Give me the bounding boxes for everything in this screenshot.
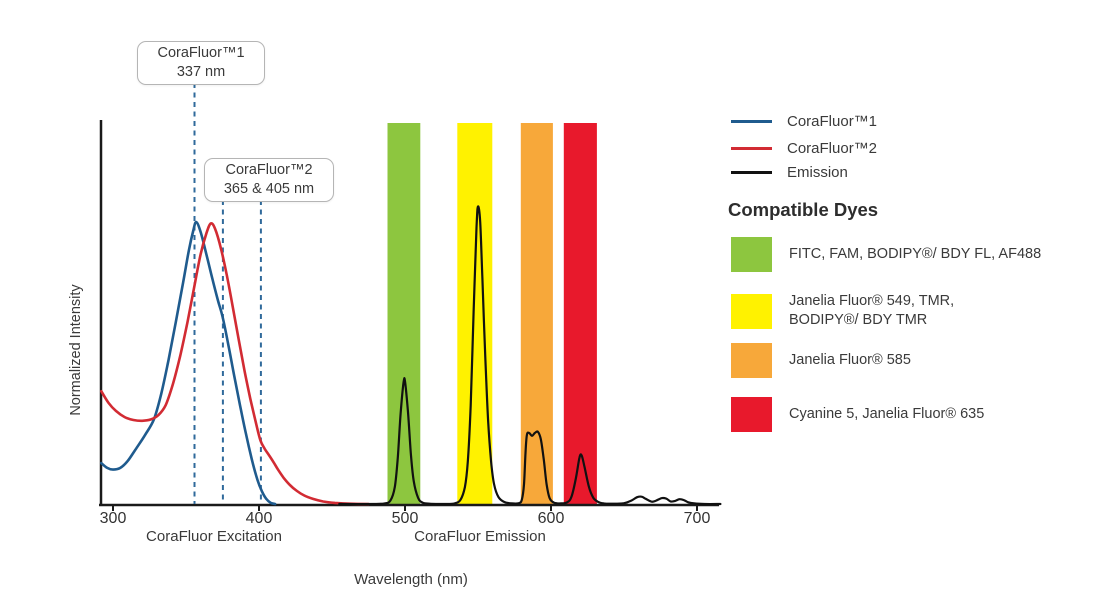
callout-corafluor1-title: CoraFluor™1 [157, 45, 245, 61]
dye-row-yellow: Janelia Fluor® 549, TMR, BODIPY®/ BDY TM… [731, 292, 954, 330]
emission-band-1 [457, 123, 493, 504]
red-dye-label: Cyanine 5, Janelia Fluor® 635 [789, 406, 985, 422]
x-tick-label-700: 700 [683, 510, 711, 527]
callout-corafluor2-title: CoraFluor™2 [225, 162, 313, 178]
excitation-curve-corafluor1 [100, 220, 277, 506]
callout-corafluor1: CoraFluor™1 337 nm [137, 41, 265, 85]
yellow-dye-label: Janelia Fluor® 549, TMR, BODIPY®/ BDY TM… [789, 293, 955, 328]
dye-row-green: FITC, FAM, BODIPY®/ BDY FL, AF488 [731, 237, 1041, 272]
emission-line-swatch [731, 170, 772, 174]
x-tick-label-600: 600 [537, 510, 565, 527]
corafluor1-line-swatch [731, 119, 772, 123]
excitation-curve-corafluor2 [100, 222, 370, 506]
emission-curve [338, 205, 722, 506]
dye-row-orange: Janelia Fluor® 585 [731, 343, 911, 378]
legend-row-corafluor2: CoraFluor™2 [731, 139, 877, 157]
orange-dye-swatch [731, 343, 772, 378]
green-dye-label: FITC, FAM, BODIPY®/ BDY FL, AF488 [789, 246, 1042, 262]
x-axis-title: Wavelength (nm) [354, 571, 468, 588]
x-tick-label-500: 500 [391, 510, 419, 527]
red-dye-swatch [731, 397, 772, 432]
emission-band-3 [563, 123, 597, 504]
callout-corafluor2-value: 365 & 405 nm [223, 181, 315, 197]
callout-corafluor1-value: 337 nm [176, 64, 226, 80]
compatible-dyes-heading: Compatible Dyes [728, 199, 879, 220]
orange-dye-label: Janelia Fluor® 585 [789, 352, 911, 368]
corafluor2-line-swatch [731, 146, 772, 150]
excitation-section-label: CoraFluor Excitation [146, 528, 282, 545]
yellow-dye-swatch [731, 293, 772, 329]
x-tick-label-400: 400 [245, 510, 273, 527]
legend-row-corafluor1: CoraFluor™1 [731, 112, 877, 130]
legend-label-corafluor2: CoraFluor™2 [787, 139, 878, 157]
callout-corafluor2: CoraFluor™2 365 & 405 nm [204, 158, 334, 202]
x-tick-label-300: 300 [99, 510, 127, 527]
legend-label-emission: Emission [787, 163, 848, 181]
dye-row-red: Cyanine 5, Janelia Fluor® 635 [731, 397, 984, 432]
green-dye-swatch [731, 237, 772, 272]
legend-row-emission: Emission [731, 163, 848, 181]
emission-band-0 [387, 123, 421, 504]
legend-label-corafluor1: CoraFluor™1 [787, 112, 878, 130]
emission-section-label: CoraFluor Emission [414, 528, 546, 545]
y-axis-title: Normalized Intensity [68, 284, 84, 416]
